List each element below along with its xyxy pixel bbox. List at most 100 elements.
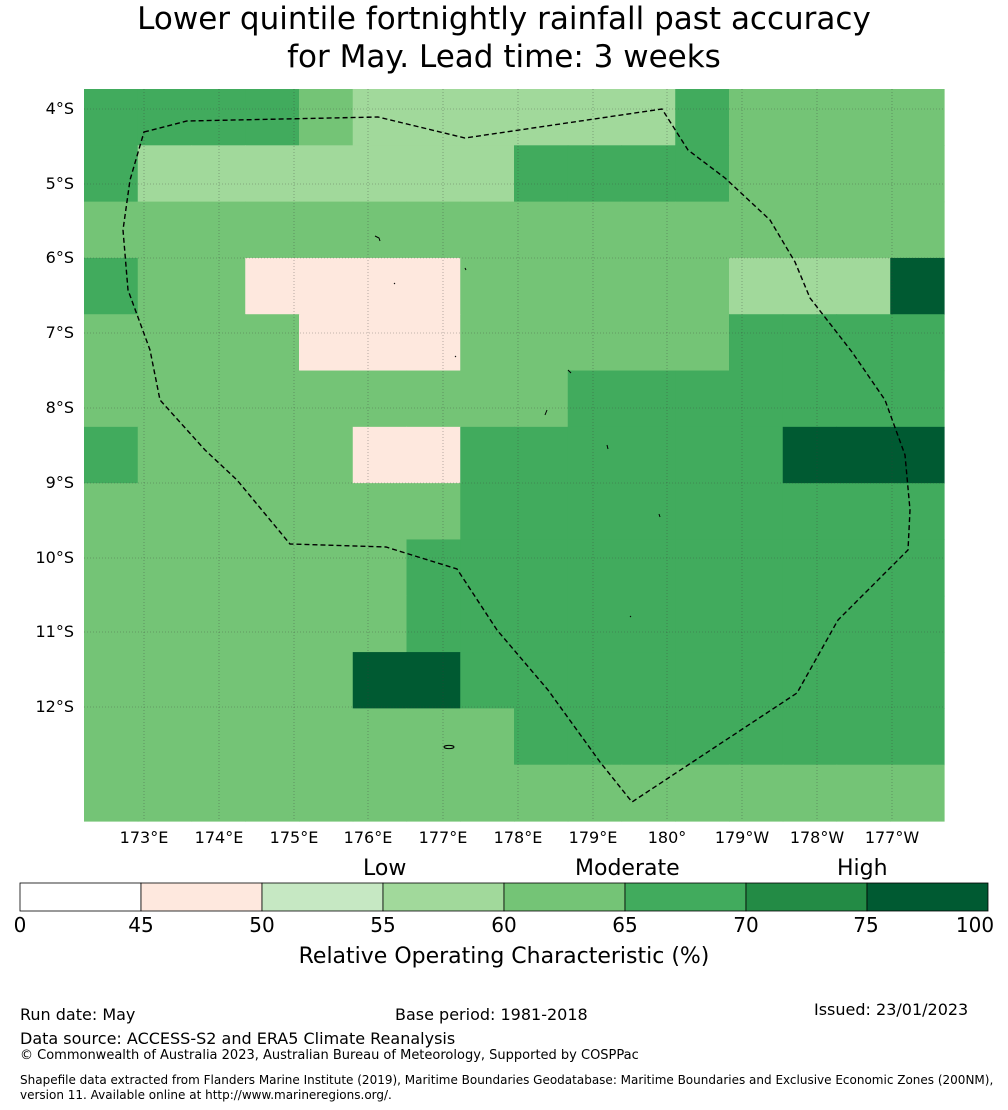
grid-cell xyxy=(621,89,676,146)
shapefile-credit-line1: Shapefile data extracted from Flanders M… xyxy=(20,1073,994,1087)
colorbar-segment xyxy=(745,882,868,912)
grid-cell xyxy=(890,764,945,822)
grid-cell xyxy=(352,314,408,372)
grid-cell xyxy=(567,426,623,484)
grid-cell xyxy=(836,370,891,428)
grid-cell xyxy=(352,426,408,484)
grid-cell xyxy=(567,595,623,653)
grid-cell xyxy=(675,708,730,766)
grid-cell xyxy=(299,145,354,203)
colorbar-segment xyxy=(261,882,384,912)
grid-cell xyxy=(729,764,784,822)
grid-cell xyxy=(514,426,569,484)
grid-cell xyxy=(836,652,891,709)
grid-cell xyxy=(782,426,838,484)
grid-cell xyxy=(567,708,623,766)
lon-label: 178°W xyxy=(789,828,845,847)
grid-cell xyxy=(245,539,300,597)
grid-cell xyxy=(729,314,784,372)
grid-cell xyxy=(137,314,193,372)
grid-cell xyxy=(245,314,300,372)
lon-label: 179°E xyxy=(568,828,618,847)
grid-cell xyxy=(567,764,623,822)
legend-category-high: High xyxy=(837,856,888,881)
grid-cell xyxy=(191,595,246,653)
grid-cell xyxy=(729,370,784,428)
grid-cell xyxy=(729,201,784,259)
grid-cell xyxy=(890,145,945,203)
lon-label: 173°E xyxy=(119,828,169,847)
grid-cell xyxy=(890,652,945,709)
colorbar-segment xyxy=(382,882,505,912)
grid-cell xyxy=(245,370,300,428)
grid-cell xyxy=(729,708,784,766)
grid-cell xyxy=(567,314,623,372)
eez-boundary xyxy=(122,108,911,803)
grid-cell xyxy=(406,314,461,372)
grid-cell xyxy=(621,201,676,259)
grid-cell xyxy=(84,257,139,315)
grid-cell xyxy=(406,370,461,428)
grid-cell xyxy=(890,370,945,428)
lat-label: 9°S xyxy=(45,473,74,492)
lat-label: 7°S xyxy=(45,323,74,342)
map-title-line1: Lower quintile fortnightly rainfall past… xyxy=(137,1,871,37)
grid-cell xyxy=(567,539,623,597)
grid-cell xyxy=(352,145,408,203)
grid-cell xyxy=(84,89,139,146)
lat-label: 10°S xyxy=(35,548,74,567)
colorbar-tick-label: 45 xyxy=(128,913,154,937)
grid-cell xyxy=(890,539,945,597)
grid-cell xyxy=(514,370,569,428)
colorbar-segment xyxy=(140,882,263,912)
grid-cell xyxy=(836,595,891,653)
grid-cell xyxy=(890,257,945,315)
grid-cell xyxy=(675,539,730,597)
grid-cell xyxy=(299,201,354,259)
grid-cell xyxy=(729,89,784,146)
grid-cell xyxy=(890,89,945,146)
grid-cell xyxy=(84,652,139,709)
grid-cell xyxy=(460,201,515,259)
grid-cell xyxy=(514,89,569,146)
grid-cell xyxy=(621,539,676,597)
grid-cell xyxy=(782,595,838,653)
grid-cell xyxy=(299,370,354,428)
grid-cell xyxy=(137,708,193,766)
rainfall-accuracy-grid xyxy=(84,89,945,822)
grid-cell xyxy=(84,426,139,484)
grid-cell xyxy=(514,145,569,203)
grid-cell xyxy=(675,257,730,315)
lat-label: 5°S xyxy=(45,174,74,193)
grid-cell xyxy=(299,314,354,372)
grid-cell xyxy=(460,426,515,484)
grid-cell xyxy=(245,764,300,822)
colorbar-tick-label: 50 xyxy=(249,913,275,937)
grid-cell xyxy=(514,539,569,597)
grid-cell xyxy=(191,426,246,484)
shapefile-credit-line2: version 11. Available online at http://w… xyxy=(20,1088,392,1102)
lat-label: 4°S xyxy=(45,99,74,118)
issued-date: Issued: 23/01/2023 xyxy=(814,1000,969,1019)
grid-cell xyxy=(675,89,730,146)
map-title-line2: for May. Lead time: 3 weeks xyxy=(287,39,721,75)
grid-cell xyxy=(890,595,945,653)
grid-cell xyxy=(729,426,784,484)
grid-cell xyxy=(406,595,461,653)
grid-cell xyxy=(514,314,569,372)
lon-label: 178°E xyxy=(493,828,543,847)
island-outline xyxy=(454,355,457,358)
island-outline xyxy=(606,444,609,450)
grid-cell xyxy=(836,201,891,259)
legend-category-moderate: Moderate xyxy=(575,856,680,881)
grid-cell xyxy=(514,708,569,766)
grid-cell xyxy=(621,764,676,822)
grid-cell xyxy=(245,483,300,541)
grid-cell xyxy=(406,426,461,484)
grid-cell xyxy=(137,539,193,597)
colorbar-tick-label: 100 xyxy=(955,913,995,937)
island-outline xyxy=(374,235,381,242)
grid-cell xyxy=(890,201,945,259)
colorbar-tick-label: 0 xyxy=(13,913,27,937)
